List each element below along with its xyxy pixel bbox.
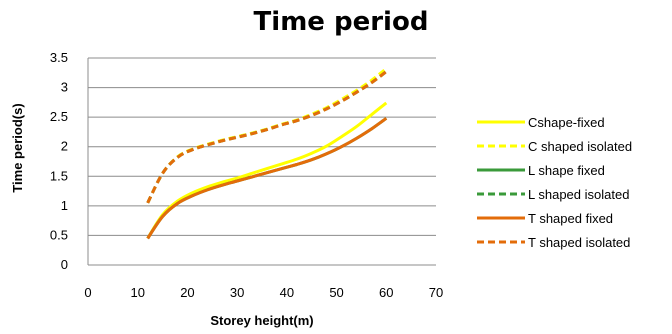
legend-label: C shaped isolated	[528, 139, 632, 154]
legend-label: T shaped fixed	[528, 211, 613, 226]
y-tick-label: 0	[61, 257, 68, 272]
x-tick-label: 10	[130, 285, 144, 300]
x-tick-labels: 0 10 20 30 40 50 60 70	[84, 285, 443, 300]
y-tick-label: 1.5	[50, 168, 68, 183]
series-line-cshape-fixed	[146, 101, 388, 240]
x-tick-label: 60	[379, 285, 393, 300]
x-axis-title: Storey height(m)	[210, 313, 313, 328]
chart-title: Time period	[254, 7, 429, 37]
y-tick-label: 3	[61, 80, 68, 95]
y-tick-label: 2	[61, 139, 68, 154]
legend-label: L shape fixed	[528, 163, 605, 178]
x-tick-label: 0	[84, 285, 91, 300]
x-tick-label: 50	[329, 285, 343, 300]
series-line-t-shaped-fixed	[146, 117, 388, 240]
series-line-t-shaped-isolated	[146, 70, 388, 204]
y-axis-title: Time period(s)	[10, 103, 25, 192]
y-tick-label: 2.5	[50, 109, 68, 124]
grid-lines	[88, 57, 436, 266]
series-line-l-shaped-isolated	[146, 70, 388, 204]
legend-label: L shaped isolated	[528, 187, 629, 202]
x-tick-label: 70	[429, 285, 443, 300]
x-tick-label: 40	[280, 285, 294, 300]
legend-label: T shaped isolated	[528, 235, 630, 250]
x-tick-label: 30	[230, 285, 244, 300]
y-tick-labels: 0 0.5 1 1.5 2 2.5 3 3.5	[50, 50, 68, 272]
series-lines	[146, 67, 388, 240]
series-line-l-shape-fixed	[146, 117, 388, 240]
y-tick-label: 3.5	[50, 50, 68, 65]
y-tick-label: 0.5	[50, 227, 68, 242]
y-tick-label: 1	[61, 198, 68, 213]
legend-label: Cshape-fixed	[528, 115, 605, 130]
legend: Cshape-fixed C shaped isolated L shape fix…	[477, 115, 632, 250]
x-tick-label: 20	[180, 285, 194, 300]
series-line-c-shaped-isolated	[146, 67, 388, 204]
